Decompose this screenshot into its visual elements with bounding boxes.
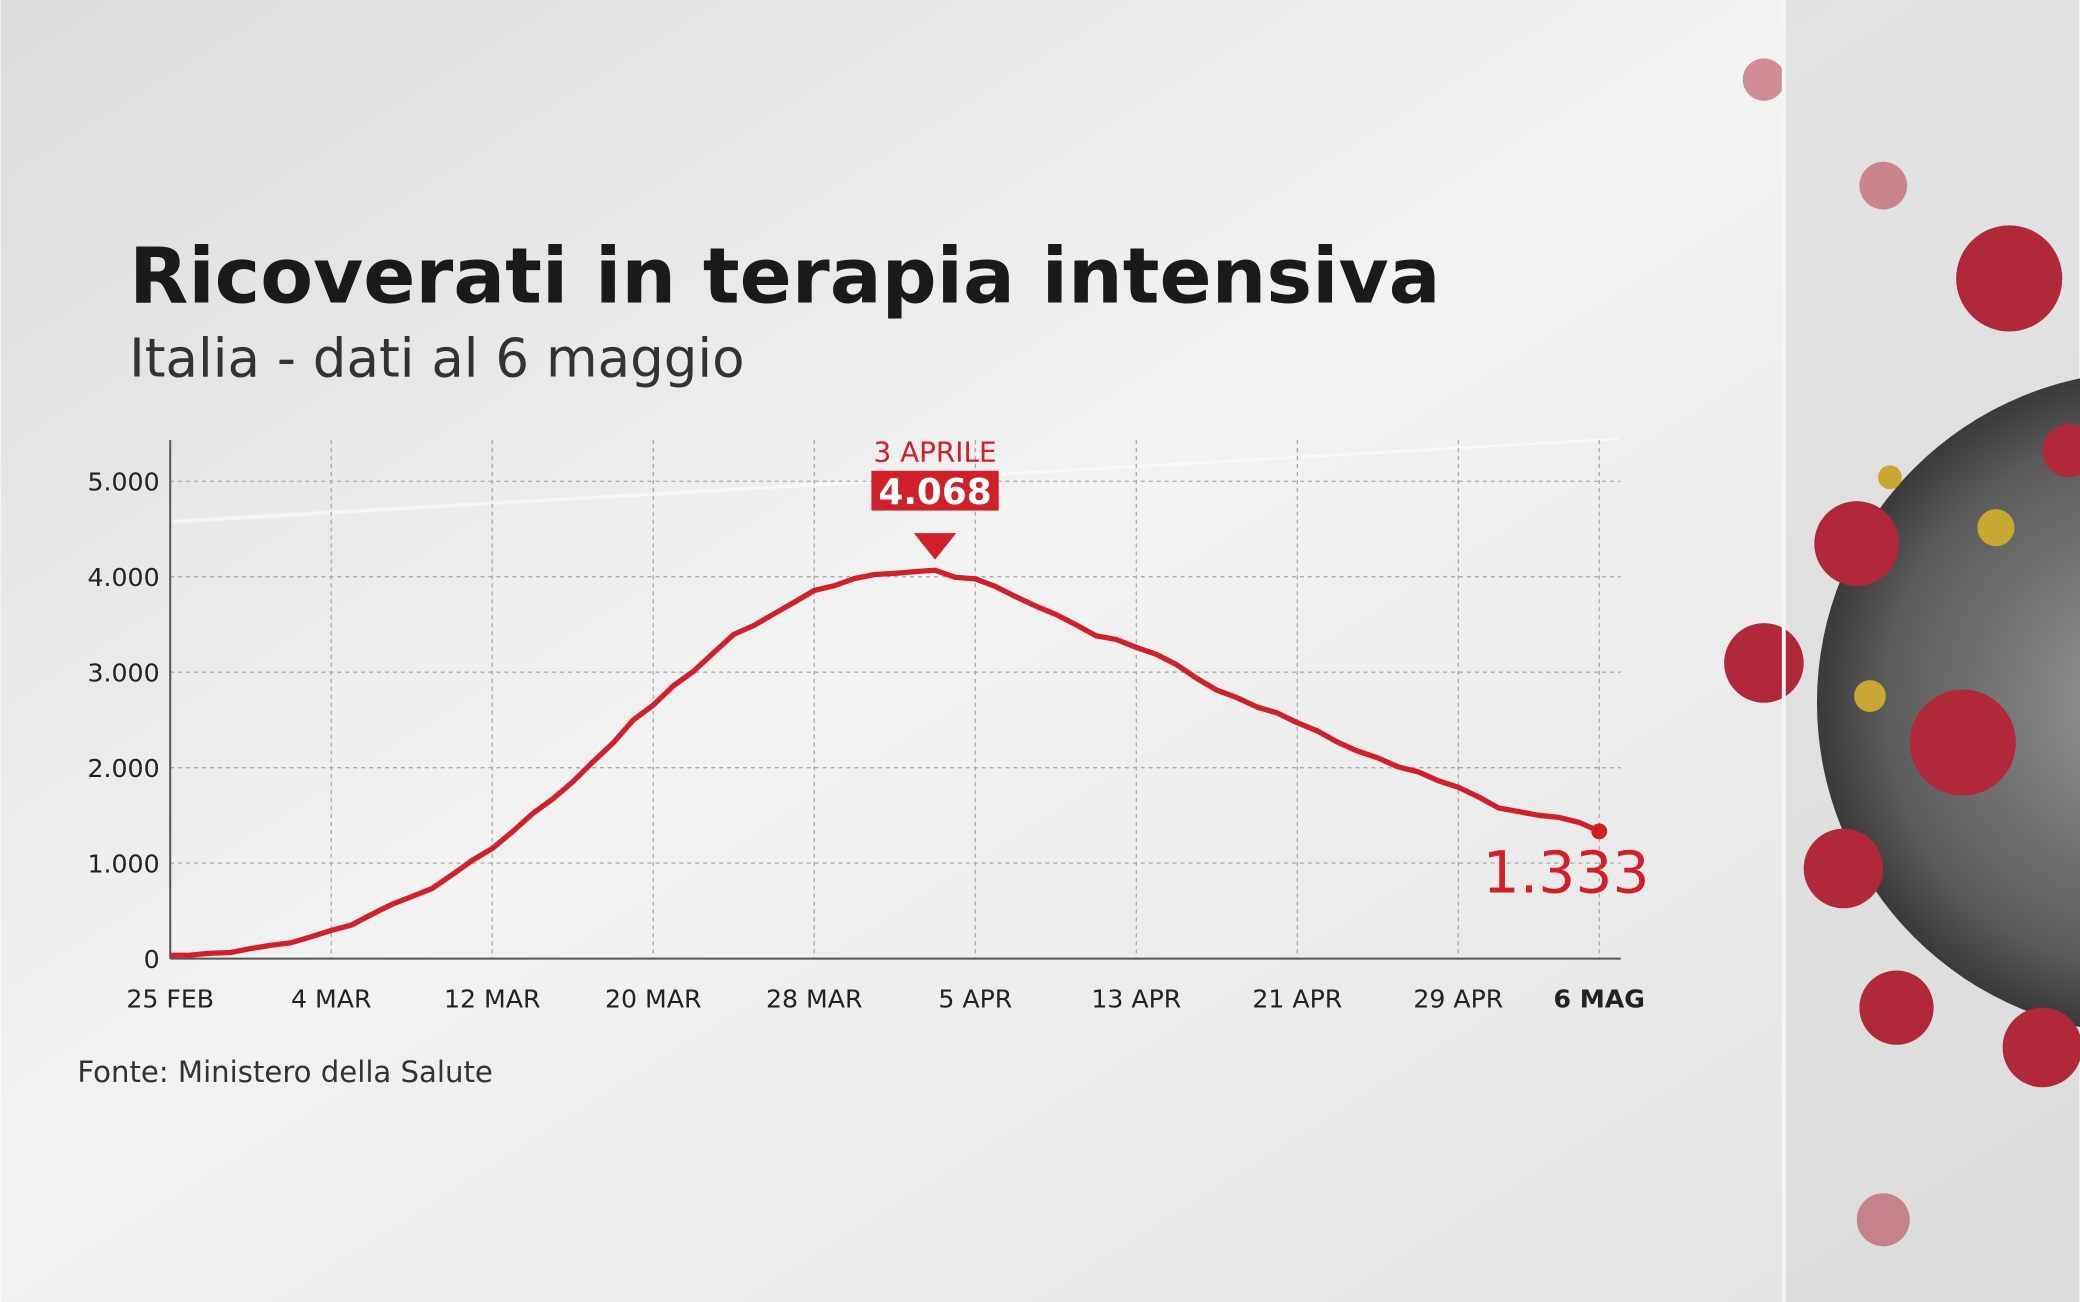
end-point (1591, 823, 1608, 840)
virus-panel (1724, 0, 2080, 1302)
chart-subtitle: Italia - dati al 6 maggio (129, 328, 744, 390)
peak-label-box (871, 470, 999, 511)
y-tick-label: 3.000 (88, 658, 160, 687)
data-line (170, 567, 1601, 958)
source: Fonte: Ministero della Salute (77, 1055, 492, 1089)
peak-date-label: 3 APRILE (874, 435, 997, 468)
x-tick-label: 12 MAR (444, 985, 541, 1014)
y-tick-label: 4.000 (88, 563, 160, 592)
peak-marker (913, 533, 957, 560)
x-tick-label: 21 APR (1252, 985, 1342, 1014)
dots (1854, 465, 2015, 712)
chart-title: Ricoverati in terapia intensiva (129, 232, 1440, 321)
x-tick-label: 28 MAR (766, 985, 863, 1014)
y-tick-label: 1.000 (88, 849, 160, 878)
peak-value-label: 4.068 (878, 472, 991, 513)
y-tick-label: 2.000 (88, 754, 160, 783)
end-value-label: 1.333 (1483, 838, 1650, 906)
x-tick-label: 29 APR (1413, 985, 1503, 1014)
x-tick-label: 4 MAR (291, 985, 372, 1014)
x-tick-label: 5 APR (938, 985, 1012, 1014)
x-tick-label: 25 FEB (126, 985, 214, 1014)
y-tick-label: 0 (144, 945, 160, 974)
x-tick-label: 20 MAR (605, 985, 702, 1014)
y-tick-label: 5.000 (88, 468, 160, 497)
x-tick-label: 6 MAG (1553, 985, 1645, 1014)
x-tick-label: 13 APR (1091, 985, 1181, 1014)
